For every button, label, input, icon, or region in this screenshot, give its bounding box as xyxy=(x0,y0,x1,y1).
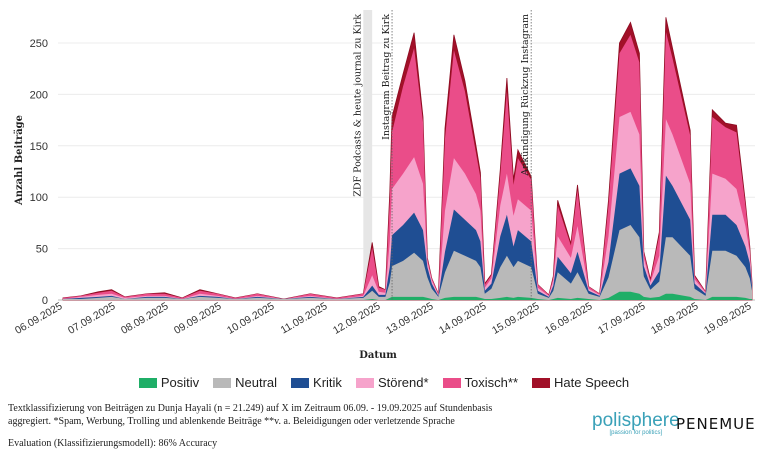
x-tick-label: 17.09.2025 xyxy=(596,300,648,337)
annotation-bands xyxy=(363,10,373,300)
legend-swatch xyxy=(355,377,374,388)
annotation-label: Instagram Beitrag zu Kirk xyxy=(381,14,392,140)
evaluation-note: Evaluation (Klassifizierungsmodell): 86%… xyxy=(8,438,218,449)
area-neutral xyxy=(63,225,752,300)
legend-item[interactable]: Toxisch** xyxy=(442,375,518,390)
x-ticks: 06.09.2025 07.09.2025 08.09.2025 09.09.2025… xyxy=(13,300,754,337)
y-ticks: 0 50 100 150 200 250 xyxy=(30,38,48,307)
footnote-line-1: Textklassifizierung von Beiträgen zu Dun… xyxy=(8,403,493,414)
footnote: Textklassifizierung von Beiträgen zu Dun… xyxy=(8,402,568,428)
annotation-label: ZDF Podcasts & heute journal zu Kirk xyxy=(352,14,363,197)
annotation-lines: ZDF Podcasts & heute journal zu Kirk Inst… xyxy=(352,10,532,300)
y-tick-label: 0 xyxy=(42,295,48,307)
stacked-area-chart: ZDF Podcasts & heute journal zu Kirk Inst… xyxy=(13,10,755,361)
area-toxisch xyxy=(63,31,752,300)
x-tick-label: 18.09.2025 xyxy=(649,300,701,337)
y-tick-label: 200 xyxy=(30,89,48,101)
legend-label: Positiv xyxy=(160,375,200,390)
legend-swatch xyxy=(213,377,232,388)
y-tick-label: 150 xyxy=(30,141,48,153)
x-tick-label: 12.09.2025 xyxy=(331,300,383,337)
x-tick-label: 07.09.2025 xyxy=(66,300,118,337)
legend-label: Toxisch** xyxy=(464,375,518,390)
legend-swatch xyxy=(291,377,310,388)
legend-item[interactable]: Kritik xyxy=(291,375,342,390)
penemue-logo: PENEMUE xyxy=(676,415,756,433)
legend-label: Störend* xyxy=(377,375,429,390)
areas xyxy=(62,17,753,301)
legend-item[interactable]: Neutral xyxy=(213,375,277,390)
x-tick-label: 14.09.2025 xyxy=(437,300,489,337)
x-axis-label: Datum xyxy=(359,350,397,361)
legend-label: Neutral xyxy=(235,375,278,390)
polisphere-tagline: [passion for politics] xyxy=(609,430,663,436)
annotation-label: Ankündigung Rückzug Instagram xyxy=(520,14,531,177)
area-positiv xyxy=(63,291,752,300)
y-axis-label: Anzahl Beiträge xyxy=(14,115,25,206)
x-tick-label: 13.09.2025 xyxy=(384,300,436,337)
y-tick-label: 100 xyxy=(30,192,48,204)
footnote-line-2: aggregiert. *Spam, Werbung, Trolling und… xyxy=(8,416,455,427)
legend-label: Hate Speech xyxy=(554,375,630,390)
y-tick-label: 250 xyxy=(30,38,48,50)
x-tick-label: 16.09.2025 xyxy=(543,300,595,337)
polisphere-logo: polisphere [passion for politics] xyxy=(592,410,680,436)
legend-label: Kritik xyxy=(313,375,342,390)
legend-swatch xyxy=(138,377,157,388)
x-tick-label: 06.09.2025 xyxy=(13,300,65,337)
x-tick-label: 11.09.2025 xyxy=(279,300,330,336)
polisphere-wordmark: polisphere xyxy=(592,410,680,431)
area-kritik xyxy=(63,168,752,300)
x-tick-label: 15.09.2025 xyxy=(490,300,542,337)
x-tick-label: 10.09.2025 xyxy=(225,300,277,337)
x-tick-label: 08.09.2025 xyxy=(119,300,171,337)
x-tick-label: 19.09.2025 xyxy=(702,300,754,337)
legend-item[interactable]: Positiv xyxy=(138,375,200,390)
annotation-band xyxy=(363,10,373,300)
area-störend xyxy=(63,111,752,301)
legend-swatch xyxy=(532,377,550,388)
legend: Positiv Neutral Kritik Störend* Toxisch** Hat… xyxy=(0,375,768,390)
y-tick-label: 50 xyxy=(36,244,48,256)
legend-item[interactable]: Störend* xyxy=(355,375,429,390)
legend-item[interactable]: Hate Speech xyxy=(532,375,629,390)
x-tick-label: 09.09.2025 xyxy=(172,300,224,337)
legend-swatch xyxy=(442,377,461,388)
